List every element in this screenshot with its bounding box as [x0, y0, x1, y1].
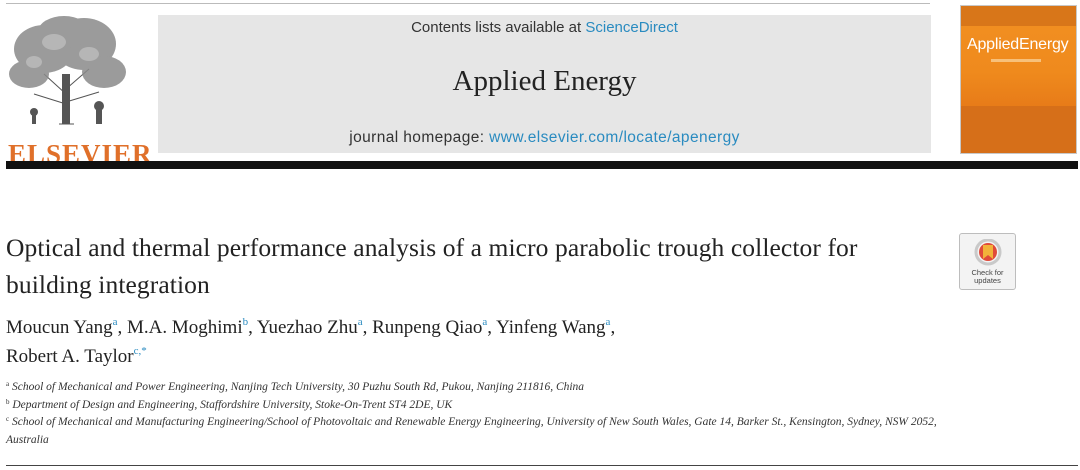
cover-title-energy: Energy	[1018, 36, 1069, 53]
homepage-link[interactable]: www.elsevier.com/locate/apenergy	[489, 129, 740, 146]
author[interactable]: Yuezhao Zhua	[256, 316, 363, 339]
affiliation-text: School of Mechanical and Manufacturing E…	[6, 416, 937, 446]
article-title: Optical and thermal performance analysis…	[6, 233, 858, 299]
affiliation-item: b Department of Design and Engineering, …	[6, 397, 966, 415]
author-affil-sup[interactable]: b	[242, 316, 249, 328]
sciencedirect-link[interactable]: ScienceDirect	[585, 19, 678, 36]
bottom-rule	[6, 465, 1078, 466]
author[interactable]: Yinfeng Wanga	[496, 316, 611, 339]
author-affil-sup[interactable]: a	[112, 316, 118, 328]
author[interactable]: M.A. Moghimib	[127, 316, 249, 339]
affiliation-sup: a	[6, 380, 10, 388]
author-separator: ,	[362, 317, 373, 338]
author-name: Yuezhao Zhu	[256, 317, 358, 338]
affiliation-item: c School of Mechanical and Manufacturing…	[6, 414, 966, 449]
header-top-rule	[6, 3, 930, 4]
cover-top-strip	[961, 6, 1076, 26]
contents-availability: Contents lists available at ScienceDirec…	[158, 19, 931, 36]
author[interactable]: Robert A. Taylorc,*	[6, 345, 147, 368]
author[interactable]: Moucun Yanga	[6, 316, 118, 339]
check-label-line-1: Check for	[971, 268, 1004, 277]
author-affil-sup[interactable]: a	[357, 316, 363, 328]
cover-title-applied: Applied	[967, 36, 1019, 53]
elsevier-logo[interactable]: ELSEVIER	[4, 14, 154, 168]
affiliation-list: a School of Mechanical and Power Enginee…	[6, 379, 966, 449]
elsevier-tree-icon	[9, 16, 126, 125]
journal-homepage: journal homepage: www.elsevier.com/locat…	[158, 129, 931, 147]
contents-prefix: Contents lists available at	[411, 19, 586, 36]
author-list: Moucun Yanga, M.A. Moghimib, Yuezhao Zhu…	[6, 313, 936, 371]
homepage-prefix: journal homepage:	[349, 129, 490, 146]
header-thick-rule	[6, 161, 1078, 169]
check-label-line-2: updates	[974, 276, 1001, 285]
author-affil-sup[interactable]: c,*	[133, 345, 147, 357]
cover-title: AppliedEnergy	[967, 36, 1069, 54]
author-separator: ,	[117, 317, 128, 338]
author-name: Runpeng Qiao	[372, 317, 483, 338]
author-separator: ,	[610, 317, 616, 338]
check-for-updates-button[interactable]: Check for updates	[959, 233, 1016, 290]
affiliation-text: School of Mechanical and Power Engineeri…	[11, 381, 585, 393]
author-affil-sup[interactable]: a	[482, 316, 488, 328]
affiliation-sup: b	[6, 397, 10, 406]
affiliation-text: Department of Design and Engineering, St…	[12, 398, 453, 411]
author-name: M.A. Moghimi	[127, 317, 243, 338]
journal-title[interactable]: Applied Energy	[452, 65, 637, 97]
author-affil-sup[interactable]: a	[605, 316, 611, 328]
author-separator: ,	[487, 317, 497, 338]
author-separator: ,	[248, 317, 257, 338]
cover-bottom-band	[961, 106, 1076, 153]
author[interactable]: Runpeng Qiaoa	[372, 316, 488, 339]
cover-subtitle-bar	[991, 59, 1041, 62]
author-name: Moucun Yang	[6, 317, 113, 338]
author-name: Yinfeng Wang	[496, 317, 606, 338]
journal-banner: Contents lists available at ScienceDirec…	[158, 15, 931, 153]
author-name: Robert A. Taylor	[6, 346, 134, 367]
affiliation-item: a School of Mechanical and Power Enginee…	[6, 379, 966, 397]
affiliation-sup: c	[6, 415, 10, 423]
journal-cover[interactable]: AppliedEnergy	[960, 5, 1077, 154]
check-updates-icon	[974, 239, 1002, 266]
check-updates-label: Check for updates	[960, 269, 1015, 285]
